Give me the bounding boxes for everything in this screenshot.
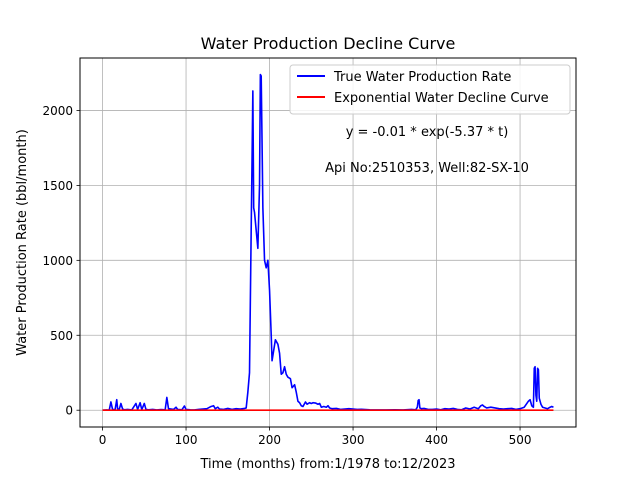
y-tick-label: 0	[65, 404, 73, 418]
x-tick-label: 300	[342, 433, 365, 447]
y-axis: 0 500 1000 1500 2000	[42, 104, 80, 418]
x-tick-label: 500	[509, 433, 532, 447]
plot-frame	[79, 57, 577, 428]
legend-box	[289, 64, 571, 115]
y-axis-label: Water Production Rate (bbl/month)	[15, 129, 30, 356]
chart-title: Water Production Decline Curve	[201, 34, 456, 53]
y-tick-label: 1000	[42, 254, 73, 268]
y-tick-label: 2000	[42, 104, 73, 118]
y-tick-label: 1500	[42, 179, 73, 193]
series-true-water-production	[102, 73, 554, 412]
x-tick-label: 200	[258, 433, 281, 447]
x-tick-label: 400	[425, 433, 448, 447]
y-tick-label: 500	[50, 329, 73, 343]
legend-label-exponential-decline: Exponential Water Decline Curve	[334, 91, 549, 106]
x-tick-label: 100	[175, 433, 198, 447]
x-axis: 0 100 200 300 400 500	[99, 427, 532, 447]
well-annotation: Api No:2510353, Well:82-SX-10	[325, 161, 529, 176]
legend: True Water Production Rate Exponential W…	[289, 64, 571, 115]
x-tick-label: 0	[99, 433, 107, 447]
equation-annotation: y = -0.01 * exp(-5.37 * t)	[346, 125, 509, 140]
series-layer	[102, 73, 554, 412]
x-axis-label: Time (months) from:1/1978 to:12/2023	[199, 457, 455, 472]
legend-label-true-water: True Water Production Rate	[333, 70, 511, 85]
